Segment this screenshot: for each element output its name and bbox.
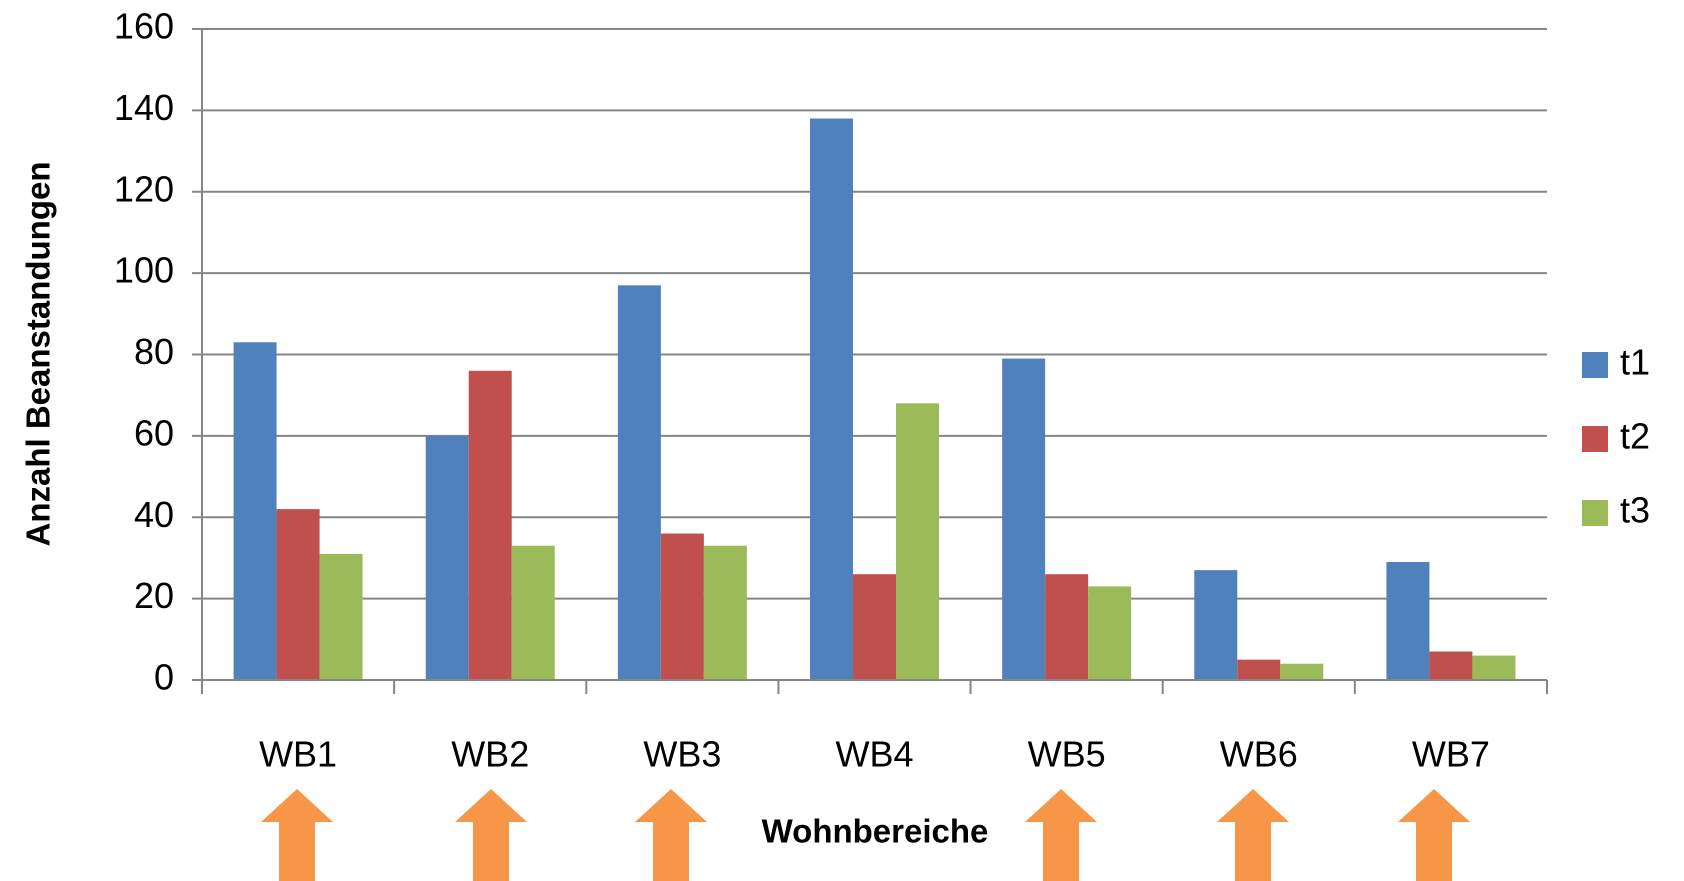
bar	[703, 545, 747, 680]
bar	[276, 509, 320, 680]
bar	[319, 553, 363, 680]
legend-swatch	[1582, 500, 1608, 526]
y-tick-label: 140	[114, 87, 174, 128]
bar	[1472, 655, 1516, 680]
bar	[810, 118, 853, 680]
x-tick-label: WB4	[835, 734, 913, 775]
y-tick-label: 40	[134, 494, 174, 535]
bar	[1237, 659, 1281, 680]
x-tick-label: WB5	[1028, 734, 1106, 775]
bar	[425, 435, 469, 680]
legend-swatch	[1582, 426, 1608, 452]
bar	[1429, 651, 1473, 680]
y-tick-label: 160	[114, 6, 174, 47]
y-tick-label: 100	[114, 250, 174, 291]
y-axis-label: Anzahl Beanstandungen	[20, 161, 57, 546]
legend-swatch	[1582, 352, 1608, 378]
bar	[853, 574, 896, 680]
bar	[1088, 586, 1132, 680]
y-tick-label: 0	[154, 657, 174, 698]
bar	[468, 370, 512, 680]
x-tick-label: WB7	[1412, 734, 1490, 775]
bar	[896, 403, 939, 680]
bar	[233, 342, 277, 680]
x-tick-label: WB1	[259, 734, 337, 775]
legend-label: t1	[1620, 342, 1650, 383]
bar	[660, 533, 704, 680]
bar	[1045, 574, 1089, 680]
bar	[511, 545, 555, 680]
bar	[1194, 570, 1238, 680]
legend-label: t2	[1620, 416, 1650, 457]
bar	[1280, 663, 1324, 680]
legend-label: t3	[1620, 490, 1650, 531]
y-tick-label: 20	[134, 575, 174, 616]
y-tick-label: 120	[114, 168, 174, 209]
y-tick-label: 80	[134, 331, 174, 372]
x-tick-label: WB6	[1220, 734, 1298, 775]
x-tick-label: WB2	[451, 734, 529, 775]
x-axis-label: Wohnbereiche	[762, 813, 989, 850]
bar	[617, 285, 661, 680]
y-tick-label: 60	[134, 412, 174, 453]
bar	[1002, 358, 1046, 680]
bar	[1386, 562, 1430, 680]
arrows	[261, 789, 1470, 881]
x-tick-label: WB3	[643, 734, 721, 775]
